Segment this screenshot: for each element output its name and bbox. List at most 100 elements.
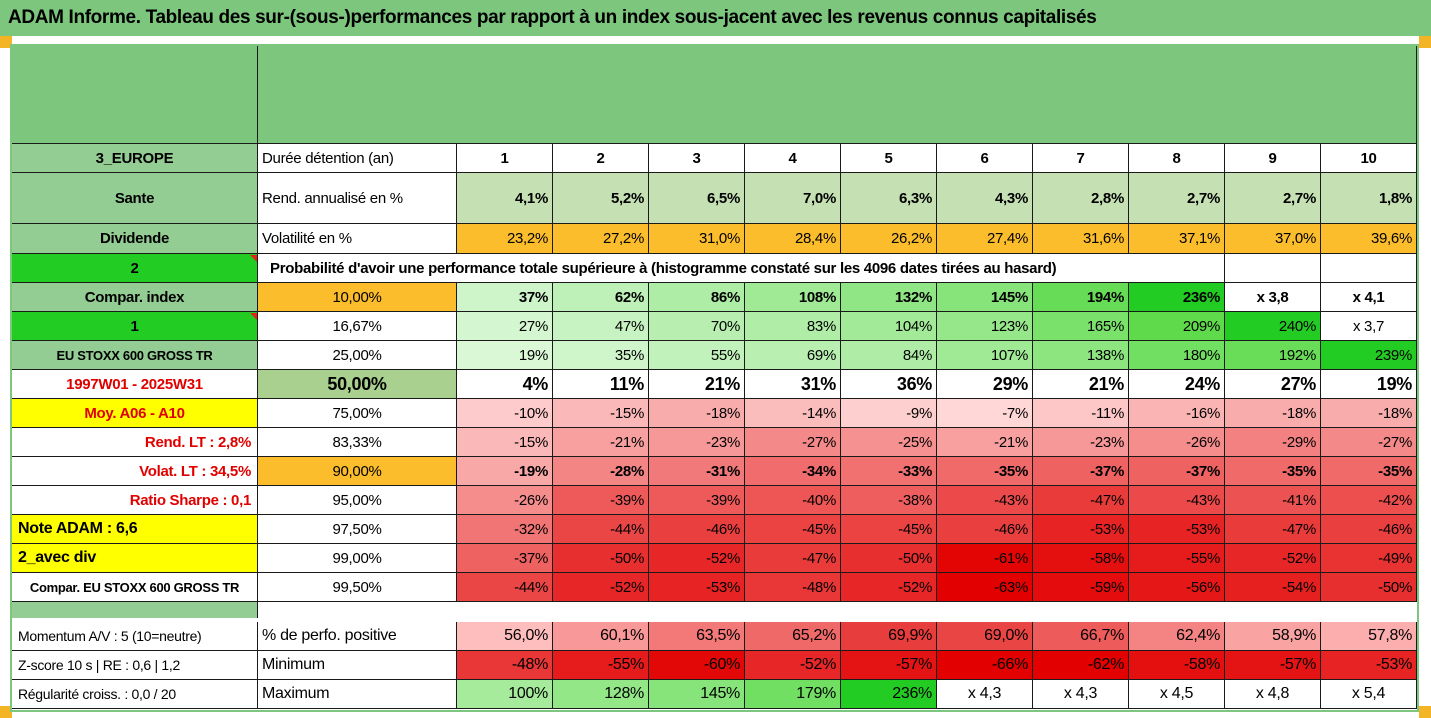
- percentile-value: -61%: [937, 544, 1033, 573]
- stat-value: -52%: [745, 651, 841, 680]
- row-label: Momentum A/V : 5 (10=neutre): [12, 622, 258, 651]
- percentile-value: 69%: [745, 341, 841, 370]
- percentile-value: -34%: [745, 457, 841, 486]
- percentile-value: -15%: [457, 428, 553, 457]
- stat-value: 236%: [841, 680, 937, 709]
- percentile-value: -44%: [457, 573, 553, 602]
- percentile-cell: 95,00%: [258, 486, 457, 515]
- row-label: Compar. index: [12, 283, 258, 312]
- value-cell: 37,1%: [1129, 224, 1225, 254]
- percentile-value: -35%: [1225, 457, 1321, 486]
- row-label: 3_EUROPE: [12, 144, 258, 173]
- probability-note: Probabilité d'avoir une performance tota…: [258, 254, 1225, 283]
- value-cell: 4: [745, 144, 841, 173]
- metric-label: Rend. annualisé en %: [258, 173, 457, 224]
- value-cell: 5: [841, 144, 937, 173]
- percentile-cell: 50,00%: [258, 370, 457, 399]
- row-label: Dividende: [12, 224, 258, 254]
- stat-value: -60%: [649, 651, 745, 680]
- percentile-value: -29%: [1225, 428, 1321, 457]
- value-cell: 1: [457, 144, 553, 173]
- corner-marker-icon: [0, 706, 12, 718]
- report-header: ADAM Informe. Tableau des sur-(sous-)per…: [0, 0, 1431, 36]
- percentile-value: 47%: [553, 312, 649, 341]
- percentile-value: -47%: [1225, 515, 1321, 544]
- percentile-value: -33%: [841, 457, 937, 486]
- percentile-cell: 97,50%: [258, 515, 457, 544]
- percentile-value: -55%: [1129, 544, 1225, 573]
- stat-value: 56,0%: [457, 622, 553, 651]
- value-cell: 6,5%: [649, 173, 745, 224]
- percentile-value: -19%: [457, 457, 553, 486]
- stat-value: -62%: [1033, 651, 1129, 680]
- percentile-value: -32%: [457, 515, 553, 544]
- percentile-value: 27%: [1225, 370, 1321, 399]
- percentile-value: -48%: [745, 573, 841, 602]
- percentile-value: -43%: [937, 486, 1033, 515]
- value-cell: 2,7%: [1129, 173, 1225, 224]
- percentile-value: 192%: [1225, 341, 1321, 370]
- percentile-value: -37%: [1033, 457, 1129, 486]
- stat-value: 69,0%: [937, 622, 1033, 651]
- value-cell: 9: [1225, 144, 1321, 173]
- percentile-value: 21%: [649, 370, 745, 399]
- percentile-value: -63%: [937, 573, 1033, 602]
- percentile-value: -35%: [1321, 457, 1417, 486]
- stat-value: 100%: [457, 680, 553, 709]
- percentile-value: -15%: [553, 399, 649, 428]
- percentile-value: 31%: [745, 370, 841, 399]
- percentile-value: -37%: [457, 544, 553, 573]
- comment-indicator-icon: [250, 313, 257, 320]
- percentile-value: 86%: [649, 283, 745, 312]
- percentile-value: -37%: [1129, 457, 1225, 486]
- corner-marker-icon: [1419, 706, 1431, 718]
- value-cell: 27,2%: [553, 224, 649, 254]
- value-cell: 4,3%: [937, 173, 1033, 224]
- stat-value: -57%: [1225, 651, 1321, 680]
- percentile-value: -53%: [1033, 515, 1129, 544]
- percentile-value: 132%: [841, 283, 937, 312]
- percentile-cell: 75,00%: [258, 399, 457, 428]
- percentile-cell: 16,67%: [258, 312, 457, 341]
- metric-label: Minimum: [258, 651, 457, 680]
- stat-value: 145%: [649, 680, 745, 709]
- stat-value: 128%: [553, 680, 649, 709]
- stat-value: 65,2%: [745, 622, 841, 651]
- percentile-value: 83%: [745, 312, 841, 341]
- percentile-value: -35%: [937, 457, 1033, 486]
- percentile-cell: 99,00%: [258, 544, 457, 573]
- row-label: Z-score 10 s | RE : 0,6 | 1,2: [12, 651, 258, 680]
- percentile-value: 180%: [1129, 341, 1225, 370]
- percentile-value: -38%: [841, 486, 937, 515]
- percentile-value: -52%: [841, 573, 937, 602]
- percentile-value: -31%: [649, 457, 745, 486]
- percentile-value: -26%: [457, 486, 553, 515]
- percentile-value: 62%: [553, 283, 649, 312]
- percentile-value: 35%: [553, 341, 649, 370]
- value-cell: 7: [1033, 144, 1129, 173]
- percentile-value: 240%: [1225, 312, 1321, 341]
- percentile-value: -27%: [1321, 428, 1417, 457]
- value-cell: 2: [553, 144, 649, 173]
- percentile-value: 239%: [1321, 341, 1417, 370]
- percentile-value: 37%: [457, 283, 553, 312]
- row-label: 1: [12, 312, 258, 341]
- percentile-value: 11%: [553, 370, 649, 399]
- row-label: 1997W01 - 2025W31: [12, 370, 258, 399]
- percentile-value: 165%: [1033, 312, 1129, 341]
- percentile-value: -50%: [1321, 573, 1417, 602]
- percentile-value: 107%: [937, 341, 1033, 370]
- metric-label: Maximum: [258, 680, 457, 709]
- percentile-value: 209%: [1129, 312, 1225, 341]
- percentile-value: 36%: [841, 370, 937, 399]
- percentile-value: -23%: [1033, 428, 1129, 457]
- stat-value: -48%: [457, 651, 553, 680]
- percentile-value: -53%: [1129, 515, 1225, 544]
- percentile-value: -46%: [649, 515, 745, 544]
- stat-value: -57%: [841, 651, 937, 680]
- percentile-value: x 4,1: [1321, 283, 1417, 312]
- value-cell: 23,2%: [457, 224, 553, 254]
- stat-value: x 4,3: [937, 680, 1033, 709]
- percentile-value: -44%: [553, 515, 649, 544]
- stat-value: 62,4%: [1129, 622, 1225, 651]
